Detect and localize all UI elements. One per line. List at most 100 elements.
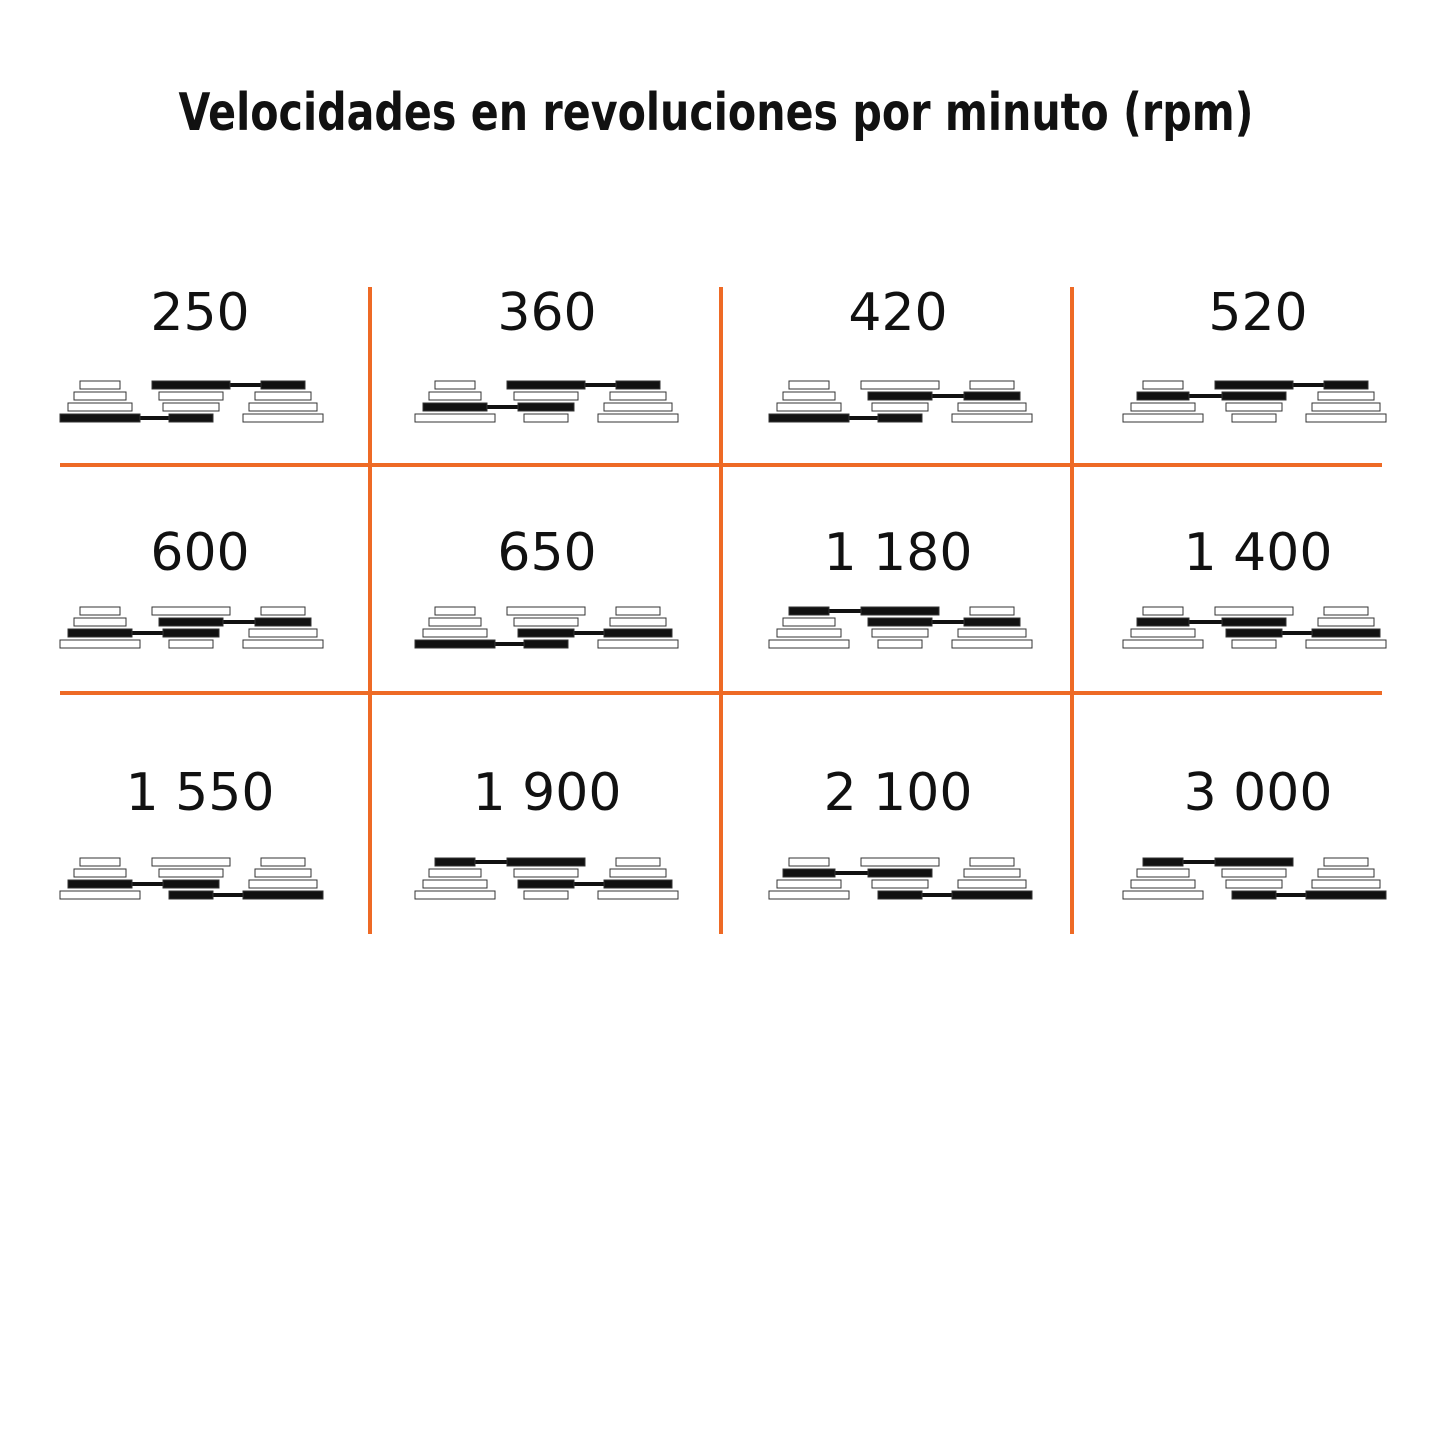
pulley-step (523, 413, 569, 423)
speed-label: 650 (497, 523, 596, 583)
pulley-step (242, 413, 324, 423)
speed-label: 1 550 (126, 763, 275, 823)
pulley-step (963, 391, 1021, 401)
pulley-step (513, 391, 579, 401)
pulley-diagram (414, 606, 679, 649)
pulley-step (1136, 391, 1190, 401)
pulley-step (434, 857, 476, 867)
pulley-step (162, 402, 220, 412)
pulley-step (523, 890, 569, 900)
pulley-step (428, 868, 482, 878)
pulley-step (151, 606, 231, 616)
pulley-step (260, 857, 306, 867)
pulley-step (957, 879, 1027, 889)
pulley-step (860, 606, 940, 616)
pulley-step (59, 890, 141, 900)
pulley-step (79, 606, 121, 616)
pulley-step (788, 606, 830, 616)
pulley-step (951, 639, 1033, 649)
pulley-step (1136, 617, 1190, 627)
pulley-step (963, 868, 1021, 878)
pulley-step (1130, 628, 1196, 638)
pulley-step (168, 890, 214, 900)
pulley-step (1221, 868, 1287, 878)
pulley-step (73, 868, 127, 878)
pulley-step (867, 617, 933, 627)
pulley-step (260, 380, 306, 390)
pulley-step (782, 391, 836, 401)
pulley-step (1225, 402, 1283, 412)
pulley-step (609, 391, 667, 401)
pulley-step (242, 639, 324, 649)
speed-label: 360 (497, 283, 596, 343)
pulley-step (788, 857, 830, 867)
speed-label: 2 100 (824, 763, 973, 823)
pulley-step (957, 628, 1027, 638)
pulley-step (248, 402, 318, 412)
pulley-step (609, 868, 667, 878)
title: Velocidades en revoluciones por minuto (… (179, 83, 1254, 143)
pulley-step (969, 380, 1015, 390)
pulley-step (67, 879, 133, 889)
pulley-step (877, 413, 923, 423)
pulley-step (1225, 628, 1283, 638)
pulley-step (1311, 628, 1381, 638)
pulley-step (422, 879, 488, 889)
pulley-step (867, 868, 933, 878)
pulley-step (168, 639, 214, 649)
pulley-step (776, 402, 842, 412)
pulley-step (776, 628, 842, 638)
pulley-step (603, 879, 673, 889)
pulley-step (768, 639, 850, 649)
pulley-step (59, 413, 141, 423)
pulley-diagram (59, 606, 324, 649)
pulley-step (428, 391, 482, 401)
pulley-diagram (59, 857, 324, 900)
pulley-step (67, 402, 133, 412)
pulley-step (523, 639, 569, 649)
pulley-step (158, 617, 224, 627)
pulley-step (506, 380, 586, 390)
speed-label: 1 180 (824, 523, 973, 583)
pulley-step (615, 380, 661, 390)
pulley-step (162, 628, 220, 638)
pulley-step (1142, 606, 1184, 616)
pulley-step (1305, 890, 1387, 900)
pulley-step (158, 391, 224, 401)
pulley-step (1323, 380, 1369, 390)
pulley-step (1323, 857, 1369, 867)
pulley-step (414, 413, 496, 423)
pulley-step (1317, 868, 1375, 878)
pulley-step (1130, 402, 1196, 412)
pulley-step (513, 868, 579, 878)
pulley-step (158, 868, 224, 878)
pulley-step (877, 890, 923, 900)
pulley-step (969, 606, 1015, 616)
pulley-step (1136, 868, 1190, 878)
pulley-step (73, 617, 127, 627)
pulley-step (615, 606, 661, 616)
pulley-step (434, 606, 476, 616)
pulley-step (254, 617, 312, 627)
pulley-step (768, 413, 850, 423)
pulley-step (248, 628, 318, 638)
pulley-step (151, 380, 231, 390)
pulley-step (1311, 402, 1381, 412)
speed-label: 3 000 (1184, 763, 1333, 823)
pulley-step (67, 628, 133, 638)
pulley-step (609, 617, 667, 627)
pulley-step (517, 402, 575, 412)
pulley-step (422, 628, 488, 638)
pulley-step (422, 402, 488, 412)
pulley-step (1122, 413, 1204, 423)
pulley-step (1317, 391, 1375, 401)
pulley-step (162, 879, 220, 889)
pulley-step (254, 868, 312, 878)
pulley-step (597, 413, 679, 423)
pulley-step (1231, 890, 1277, 900)
pulley-step (615, 857, 661, 867)
pulley-step (1214, 606, 1294, 616)
pulley-step (506, 606, 586, 616)
pulley-step (1214, 857, 1294, 867)
